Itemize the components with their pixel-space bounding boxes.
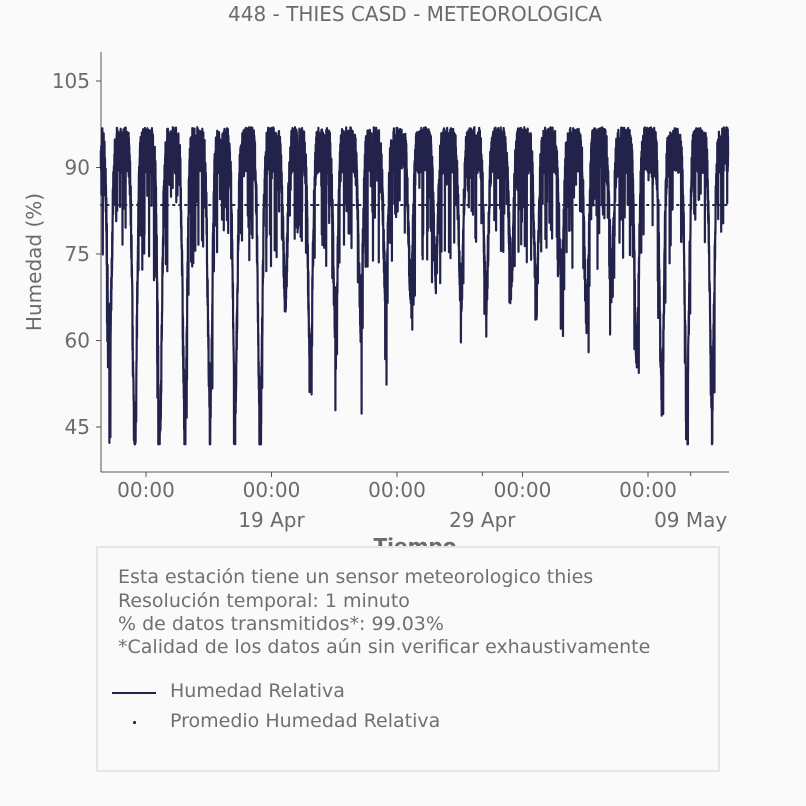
x-tick-time-label: 00:00 [494,478,552,502]
x-tick-time-label: 00:00 [117,478,175,502]
x-tick-date-label: 09 May [654,508,727,532]
chart-title: 448 - THIES CASD - METEOROLOGICA [228,2,602,26]
humidity-chart: 448 - THIES CASD - METEOROLOGICA 45 60 75 9… [22,2,730,546]
info-resolution-text: Resolución temporal: 1 minuto [118,590,410,612]
info-quality-note: *Calidad de los datos aún sin verificar … [118,636,651,658]
legend-line-swatch [112,692,156,694]
info-box: Esta estación tiene un sensor meteorolog… [96,546,720,772]
series-line-humedad-relativa [99,126,730,446]
legend-label-promedio: Promedio Humedad Relativa [170,710,441,732]
y-tick-label: 75 [65,242,90,266]
y-tick-label: 60 [65,329,90,353]
y-axis-label: Humedad (%) [22,193,46,331]
info-transmitted-text: % de datos transmitidos*: 99.03% [118,613,444,635]
x-tick-time-label: 00:00 [619,478,677,502]
x-axis-label: Tiempo [374,534,457,546]
x-tick-date-label: 29 Apr [449,508,516,532]
legend-label-humedad: Humedad Relativa [170,680,345,702]
y-tick-label: 45 [65,415,90,439]
y-tick-label: 90 [65,156,90,180]
y-tick-label: 105 [52,69,90,93]
legend-dot-swatch [133,721,136,724]
info-station-text: Esta estación tiene un sensor meteorolog… [118,566,594,588]
legend-item-promedio: Promedio Humedad Relativa [112,710,512,734]
x-tick-date-label: 19 Apr [238,508,305,532]
x-tick-time-label: 00:00 [368,478,426,502]
legend-item-humedad: Humedad Relativa [112,680,512,704]
x-tick-time-label: 00:00 [243,478,301,502]
